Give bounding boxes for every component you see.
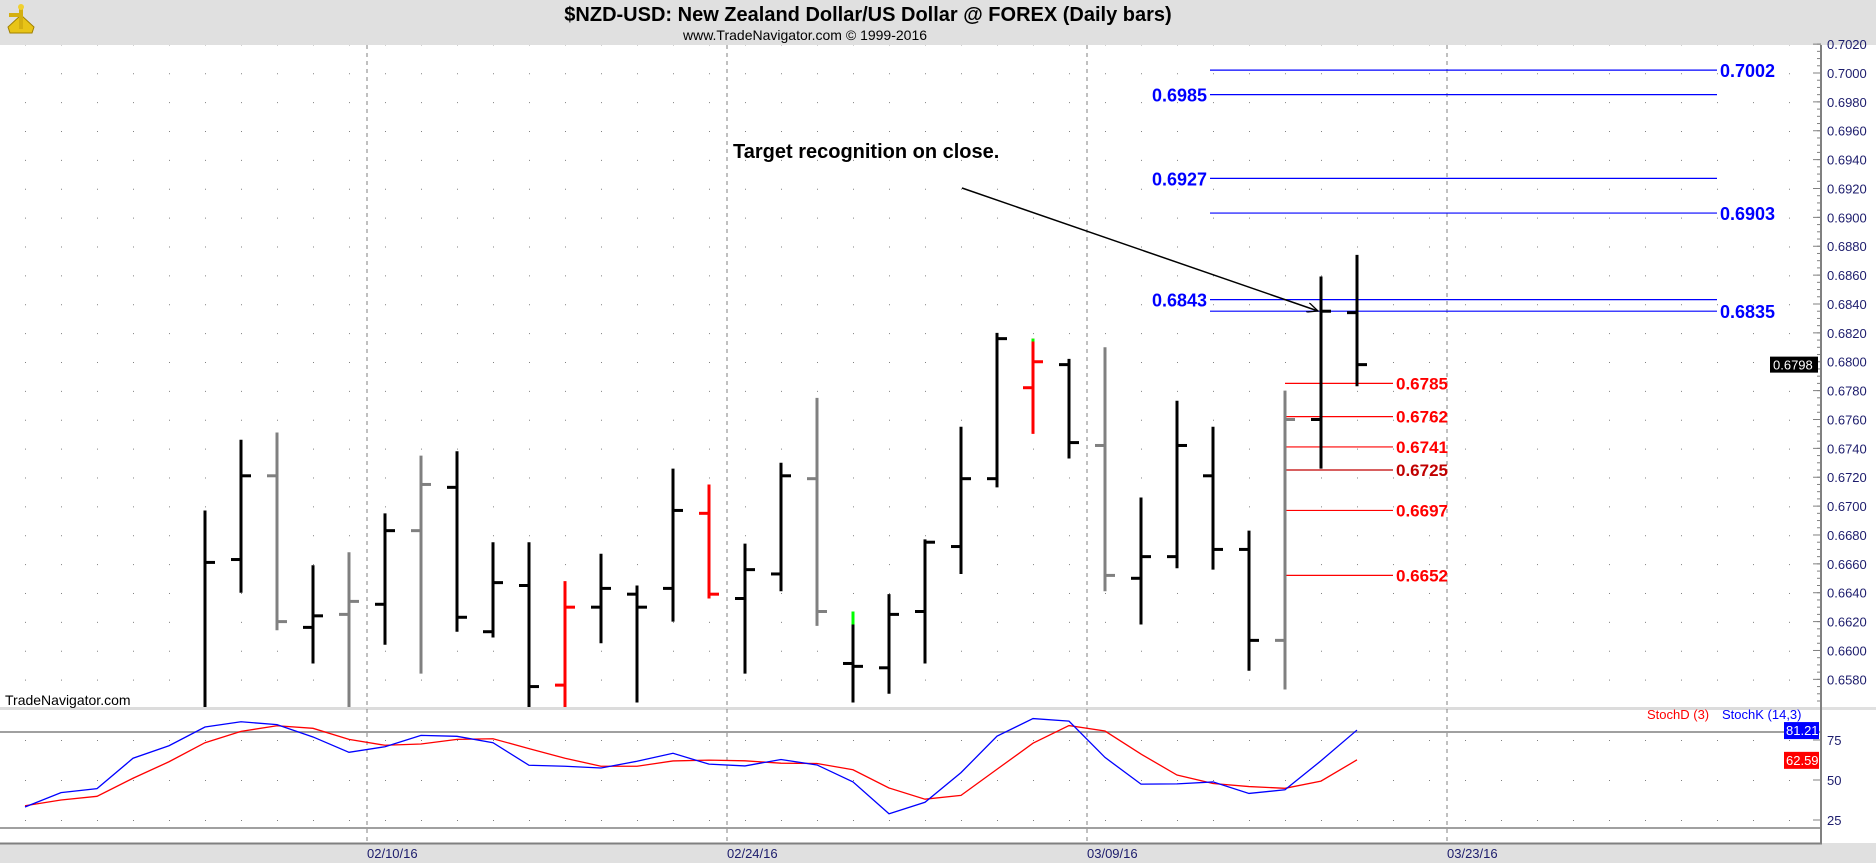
date-tick-label: 03/09/16 — [1087, 846, 1138, 861]
sextant-icon — [7, 4, 35, 34]
target-level-label: 0.6903 — [1720, 204, 1775, 224]
annotation-arrow — [961, 187, 1318, 311]
support-level-label: 0.6697 — [1396, 501, 1448, 520]
date-tick-label: 03/23/16 — [1447, 846, 1498, 861]
price-tick-label: 0.6820 — [1827, 326, 1867, 341]
price-tick-label: 0.6800 — [1827, 355, 1867, 370]
stoch-tick-label: 50 — [1827, 773, 1841, 788]
price-tick-label: 0.6780 — [1827, 384, 1867, 399]
price-tick-label: 0.6960 — [1827, 124, 1867, 139]
price-tick-label: 0.6680 — [1827, 528, 1867, 543]
price-tick-label: 0.6920 — [1827, 181, 1867, 196]
price-tick-label: 0.6700 — [1827, 499, 1867, 514]
price-tick-label: 0.6840 — [1827, 297, 1867, 312]
price-tick-label: 0.6640 — [1827, 586, 1867, 601]
last-price-badge — [1770, 356, 1818, 373]
date-axis-bar — [0, 843, 1876, 863]
target-level-label: 0.6927 — [1152, 169, 1207, 189]
price-tick-label: 0.7000 — [1827, 66, 1867, 81]
price-tick-label: 0.6860 — [1827, 268, 1867, 283]
stoch-last-value-badge — [1784, 751, 1819, 769]
price-tick-label: 0.6740 — [1827, 441, 1867, 456]
annotation-text: Target recognition on close. — [733, 141, 999, 163]
stoch-tick-label: 25 — [1827, 813, 1841, 828]
target-level-label: 0.6843 — [1152, 291, 1207, 311]
price-tick-label: 0.7020 — [1827, 37, 1867, 52]
target-level-label: 0.7002 — [1720, 61, 1775, 81]
stoch-last-value-label: 81.21 — [1786, 723, 1819, 738]
support-level-label: 0.6652 — [1396, 566, 1448, 585]
stoch-line-blue — [24, 717, 1358, 815]
price-tick-label: 0.6980 — [1827, 95, 1867, 110]
price-tick-label: 0.6580 — [1827, 672, 1867, 687]
price-tick-label: 0.6720 — [1827, 470, 1867, 485]
support-level-label: 0.6785 — [1396, 374, 1448, 393]
header-bar — [0, 0, 1876, 45]
stoch-last-value-label: 62.59 — [1786, 753, 1819, 768]
price-dot-grid — [0, 45, 1821, 707]
support-level-label: 0.6762 — [1396, 408, 1448, 427]
support-level-label: 0.6725 — [1396, 461, 1448, 480]
price-tick-label: 0.6940 — [1827, 153, 1867, 168]
watermark: TradeNavigator.com — [5, 692, 131, 708]
price-tick-label: 0.6900 — [1827, 210, 1867, 225]
stoch-dot-grid — [0, 710, 1821, 843]
date-tick-label: 02/24/16 — [727, 846, 778, 861]
last-price-label: 0.6798 — [1773, 358, 1813, 373]
stoch-line-red — [24, 724, 1358, 807]
price-tick-label: 0.6660 — [1827, 557, 1867, 572]
price-tick-label: 0.6880 — [1827, 239, 1867, 254]
chart-subtitle: www.TradeNavigator.com © 1999-2016 — [682, 27, 927, 43]
price-tick-label: 0.6620 — [1827, 615, 1867, 630]
target-level-label: 0.6835 — [1720, 302, 1775, 322]
stoch-last-value-badge — [1784, 722, 1819, 740]
price-tick-label: 0.6760 — [1827, 412, 1867, 427]
stoch-tick-label: 75 — [1827, 733, 1841, 748]
chart-title: $NZD-USD: New Zealand Dollar/US Dollar @… — [564, 4, 1171, 26]
date-tick-label: 02/10/16 — [367, 846, 418, 861]
legend-stochd: StochD (3) — [1647, 707, 1709, 722]
support-level-label: 0.6741 — [1396, 438, 1448, 457]
target-level-label: 0.6985 — [1152, 86, 1207, 106]
panel-separator — [0, 707, 1821, 710]
legend-stochk: StochK (14,3) — [1722, 707, 1802, 722]
price-tick-label: 0.6600 — [1827, 643, 1867, 658]
